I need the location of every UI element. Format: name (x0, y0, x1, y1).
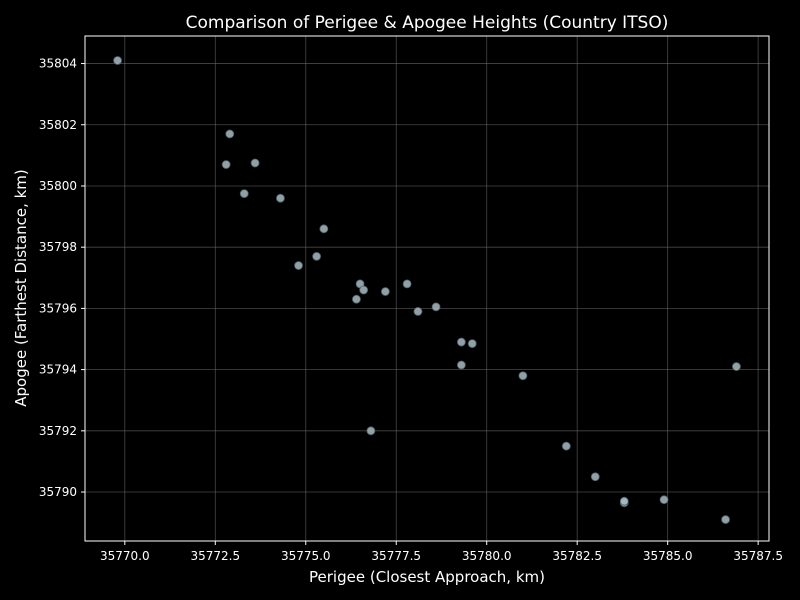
data-point (276, 193, 285, 203)
y-tick-label: 35798 (39, 240, 77, 254)
data-point (359, 285, 369, 295)
x-axis-ticks: 35770.0 35772.5 35775.0 35777.5 35780.0 35782… (100, 541, 783, 563)
data-point (456, 337, 466, 347)
x-tick-label: 35780.0 (462, 549, 512, 563)
x-tick-label: 35785.0 (643, 549, 693, 563)
data-point (319, 224, 329, 234)
data-point (721, 515, 730, 524)
data-point (225, 129, 235, 139)
data-point (732, 362, 741, 371)
x-tick-label: 35782.5 (552, 549, 602, 563)
data-point (659, 495, 669, 505)
x-axis-label: Perigee (Closest Approach, km) (309, 568, 545, 586)
y-tick-label: 35804 (39, 57, 77, 71)
data-point (431, 302, 441, 312)
data-point (561, 441, 571, 451)
x-tick-label: 35770.0 (100, 549, 150, 563)
y-tick-label: 35794 (39, 363, 77, 377)
data-point (250, 158, 260, 168)
data-point (221, 160, 231, 169)
data-point (380, 287, 390, 296)
y-axis-ticks: 35790 35792 35794 35796 35798 35800 35802 35804 (39, 57, 85, 499)
x-tick-label: 35772.5 (190, 549, 240, 563)
data-point (619, 496, 629, 506)
grid-layer (85, 36, 769, 541)
y-tick-label: 35790 (39, 485, 77, 499)
data-point (456, 360, 466, 370)
chart-title: Comparison of Perigee & Apogee Heights (… (186, 13, 669, 33)
data-point (352, 294, 361, 304)
x-tick-label: 35775.0 (281, 549, 331, 563)
data-point (239, 189, 249, 199)
data-point (402, 279, 412, 289)
data-point (366, 426, 376, 436)
y-tick-label: 35792 (39, 424, 77, 438)
data-point (518, 371, 528, 381)
data-point (113, 56, 122, 65)
data-point (467, 339, 477, 348)
data-point (312, 251, 322, 261)
data-point (294, 261, 303, 270)
data-point (590, 472, 600, 482)
x-tick-label: 35777.5 (371, 549, 421, 563)
y-tick-label: 35800 (39, 179, 77, 193)
points-layer (113, 56, 741, 524)
y-axis-label: Apogee (Farthest Distance, km) (12, 169, 30, 407)
x-tick-label: 35787.5 (733, 549, 783, 563)
y-tick-label: 35796 (39, 301, 77, 315)
plot-frame (84, 35, 770, 542)
data-point (413, 307, 423, 316)
y-tick-label: 35802 (39, 118, 77, 132)
